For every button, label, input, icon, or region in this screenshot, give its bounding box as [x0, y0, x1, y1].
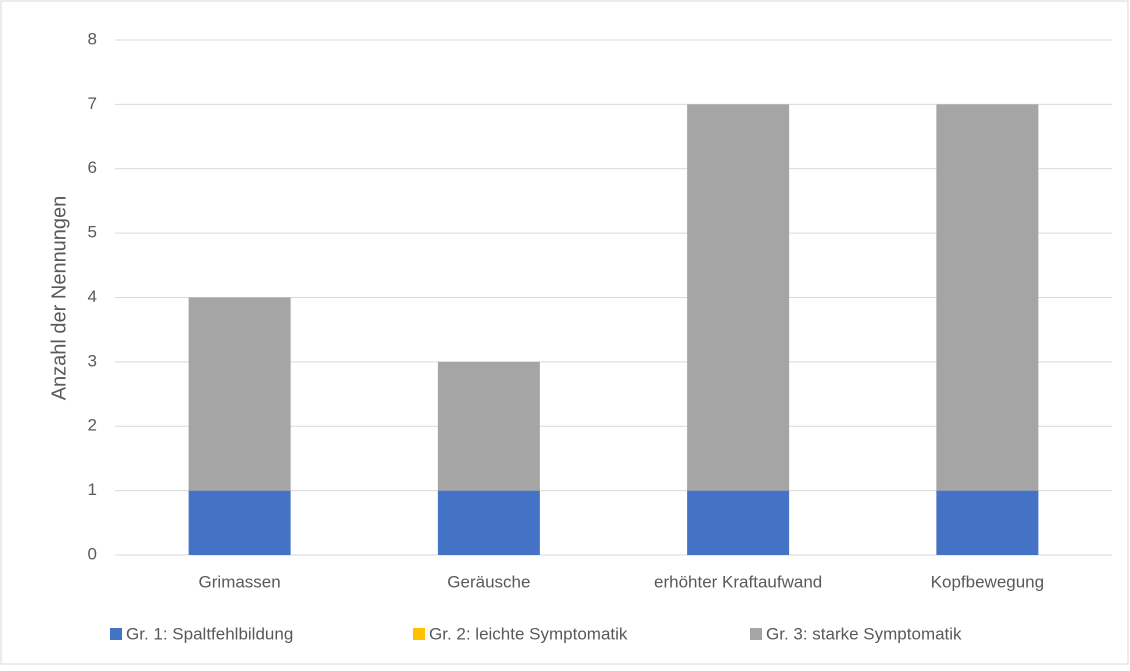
legend-label: Gr. 3: starke Symptomatik — [766, 624, 962, 643]
y-tick-label: 8 — [88, 29, 97, 48]
x-tick-label: Grimassen — [199, 572, 281, 591]
legend-swatch — [110, 628, 122, 640]
y-tick-label: 4 — [88, 287, 97, 306]
y-tick-label: 0 — [88, 544, 97, 563]
y-tick-label: 3 — [88, 351, 97, 370]
y-tick-label: 1 — [88, 480, 97, 499]
x-tick-label: Geräusche — [447, 572, 530, 591]
y-tick-label: 5 — [88, 223, 97, 242]
x-tick-label: erhöhter Kraftaufwand — [654, 572, 822, 591]
bar-segment — [188, 490, 291, 555]
bar-segment — [687, 104, 790, 491]
bar-segment — [936, 490, 1039, 555]
y-tick-label: 6 — [88, 158, 97, 177]
bar-segment — [687, 490, 790, 555]
bar-segment — [437, 490, 540, 555]
bar-segment — [437, 361, 540, 491]
legend-label: Gr. 1: Spaltfehlbildung — [126, 624, 293, 643]
y-tick-label: 7 — [88, 94, 97, 113]
bar-segment — [188, 297, 291, 491]
bar-segment — [936, 104, 1039, 491]
legend-swatch — [413, 628, 425, 640]
legend-swatch — [750, 628, 762, 640]
legend-label: Gr. 2: leichte Symptomatik — [429, 624, 628, 643]
x-tick-label: Kopfbewegung — [931, 572, 1044, 591]
y-axis-title: Anzahl der Nennungen — [48, 196, 70, 401]
y-tick-label: 2 — [88, 416, 97, 435]
